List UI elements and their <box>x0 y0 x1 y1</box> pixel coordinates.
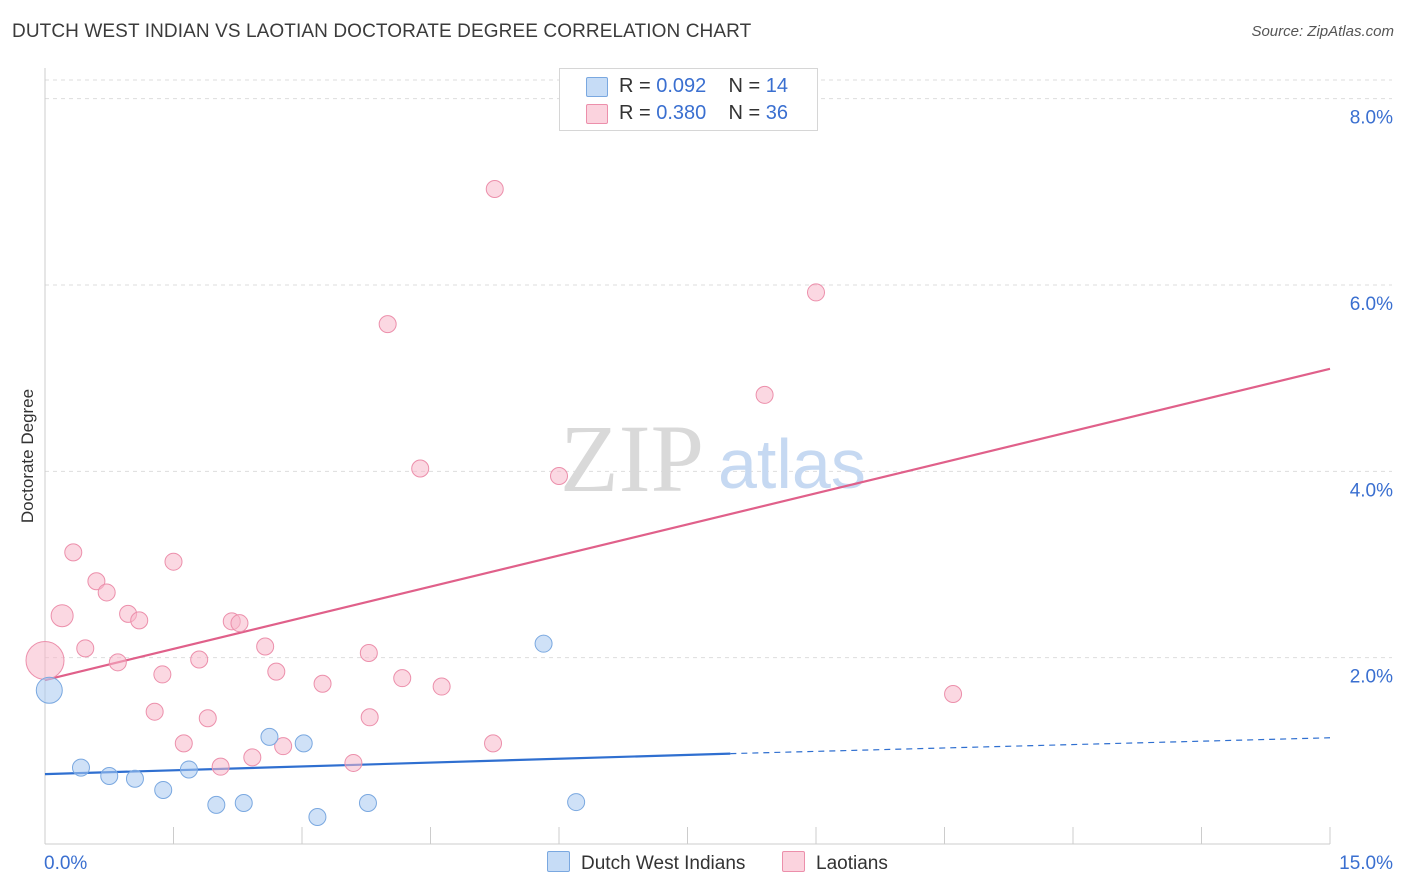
y-tick-label: 8.0% <box>1350 108 1393 129</box>
data-points <box>25 180 963 826</box>
point-dutch-west-indian <box>358 794 377 813</box>
x-tick-label: 15.0% <box>1339 853 1393 874</box>
legend-item-laotians: Laotians <box>782 851 888 875</box>
point-laotian <box>411 459 430 478</box>
point-dutch-west-indian <box>260 727 279 746</box>
point-laotian <box>432 677 451 696</box>
point-laotian <box>87 572 106 591</box>
point-laotian <box>807 283 825 302</box>
point-laotian <box>108 653 127 672</box>
point-dutch-west-indian <box>294 734 313 753</box>
trend-line-dutch-west-indians <box>44 752 731 776</box>
point-laotian <box>313 674 332 693</box>
point-laotian <box>359 644 378 662</box>
point-dutch-west-indian <box>71 758 90 777</box>
point-laotian <box>64 543 83 562</box>
point-laotian <box>153 665 172 684</box>
point-laotian <box>145 702 164 721</box>
point-dutch-west-indian <box>125 769 144 788</box>
legend-row-text: R = 0.092 N = 14 <box>619 75 789 97</box>
y-tick-label: 6.0% <box>1350 294 1393 315</box>
point-dutch-west-indian <box>234 794 253 813</box>
point-laotian <box>344 753 363 772</box>
point-laotian <box>755 385 774 404</box>
point-laotian <box>97 583 116 602</box>
legend-row-text: R = 0.380 N = 36 <box>619 102 789 124</box>
y-tick-label: 2.0% <box>1350 667 1393 688</box>
point-laotian <box>130 611 149 630</box>
point-laotian <box>25 640 65 680</box>
point-laotian <box>190 650 209 669</box>
point-laotian <box>256 637 275 656</box>
trend-line-extension <box>730 737 1331 755</box>
point-laotian <box>230 614 249 633</box>
point-laotian <box>274 737 293 756</box>
point-laotian <box>550 466 568 485</box>
trend-line-laotians <box>44 367 1331 682</box>
point-dutch-west-indian <box>179 760 198 779</box>
source-label: Source: ZipAtlas.com <box>1251 23 1394 40</box>
legend-item-dutch-west-indians: Dutch West Indians <box>547 851 745 875</box>
point-dutch-west-indian <box>207 795 226 814</box>
point-dutch-west-indian <box>100 766 119 785</box>
tick-labels: 2.0% 4.0% 6.0% 8.0% 0.0% 15.0% <box>44 108 1393 874</box>
gridlines <box>45 79 1392 659</box>
watermark-atlas: atlas <box>718 425 866 503</box>
point-dutch-west-indian <box>534 634 553 653</box>
x-tick-label: 0.0% <box>44 853 87 874</box>
point-dutch-west-indian <box>308 807 327 826</box>
point-dutch-west-indian <box>35 676 63 704</box>
point-laotian <box>198 709 217 728</box>
correlation-legend: R = 0.092 N = 14 R = 0.380 N = 36 <box>559 68 818 131</box>
watermark-zip: ZIP <box>560 405 704 512</box>
point-laotian <box>484 734 503 753</box>
point-laotian <box>164 552 183 571</box>
axes <box>44 68 1331 845</box>
point-laotian <box>944 684 963 703</box>
swatch-blue <box>547 851 570 872</box>
y-tick-label: 4.0% <box>1350 480 1393 501</box>
point-laotian <box>485 180 504 199</box>
chart-title: DUTCH WEST INDIAN VS LAOTIAN DOCTORATE D… <box>12 21 752 42</box>
point-dutch-west-indian <box>154 780 173 799</box>
swatch-pink <box>586 104 608 124</box>
point-laotian <box>243 748 262 767</box>
point-laotian <box>267 662 286 681</box>
point-laotian <box>174 734 193 753</box>
point-laotian <box>76 639 95 658</box>
point-laotian <box>378 315 397 334</box>
y-axis-label: Doctorate Degree <box>18 389 37 523</box>
swatch-blue <box>586 77 608 97</box>
point-laotian <box>393 669 412 688</box>
swatch-pink <box>782 851 805 872</box>
point-dutch-west-indian <box>567 793 586 812</box>
point-laotian <box>360 708 379 727</box>
point-laotian <box>211 757 230 776</box>
point-laotian <box>50 604 74 628</box>
trend-lines <box>44 367 1331 776</box>
